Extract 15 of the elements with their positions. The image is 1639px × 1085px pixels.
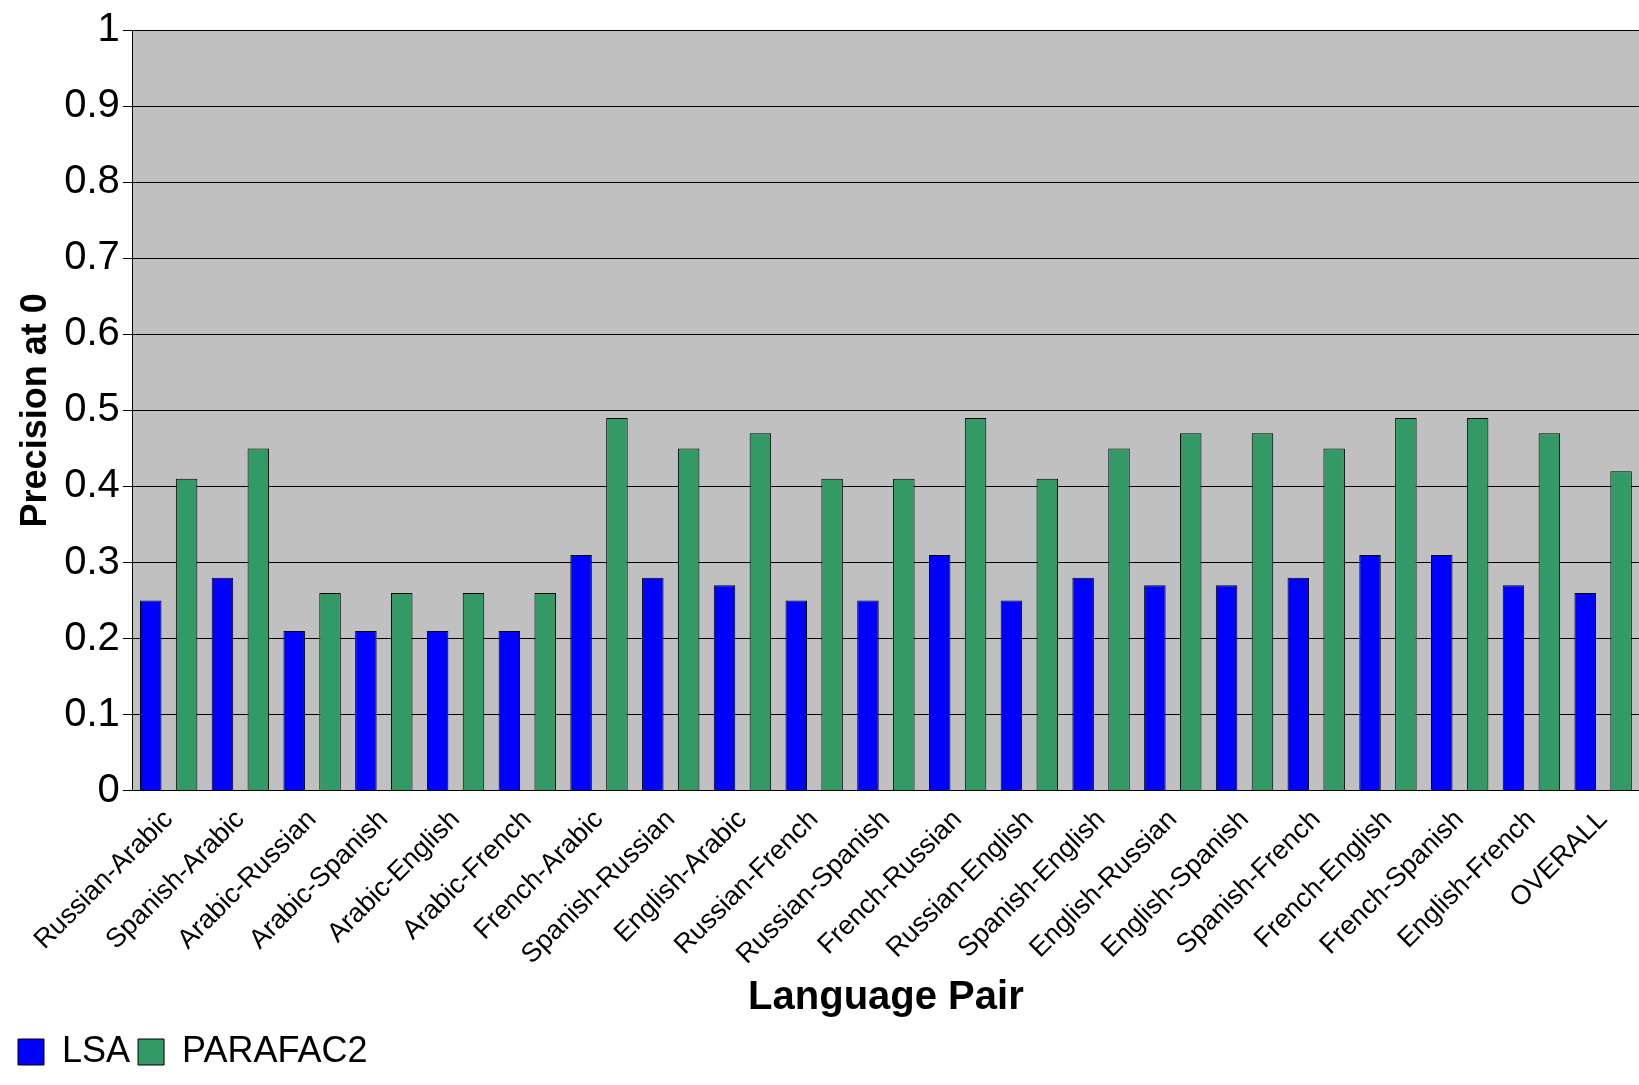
y-tick-label: 0.2 bbox=[64, 613, 120, 658]
y-tick-label: 0.3 bbox=[64, 537, 120, 582]
y-tick-label: 0.9 bbox=[64, 81, 120, 126]
y-tick-label: 0.1 bbox=[64, 689, 120, 734]
y-tick-label: 1 bbox=[97, 5, 120, 50]
y-tick-label: 0.5 bbox=[64, 385, 120, 430]
y-axis-title: Precision at 0 bbox=[12, 293, 54, 528]
y-tick-label: 0.7 bbox=[64, 233, 120, 278]
y-tick-label: 0.6 bbox=[64, 309, 120, 354]
y-tick-label: 0.8 bbox=[64, 157, 120, 202]
x-axis-title: Language Pair bbox=[748, 973, 1024, 1018]
legend-label: PARAFAC2 bbox=[182, 1028, 368, 1070]
y-tick-label: 0 bbox=[97, 765, 120, 810]
y-tick-label: 0.4 bbox=[64, 461, 120, 506]
legend-label: LSA bbox=[62, 1028, 131, 1070]
